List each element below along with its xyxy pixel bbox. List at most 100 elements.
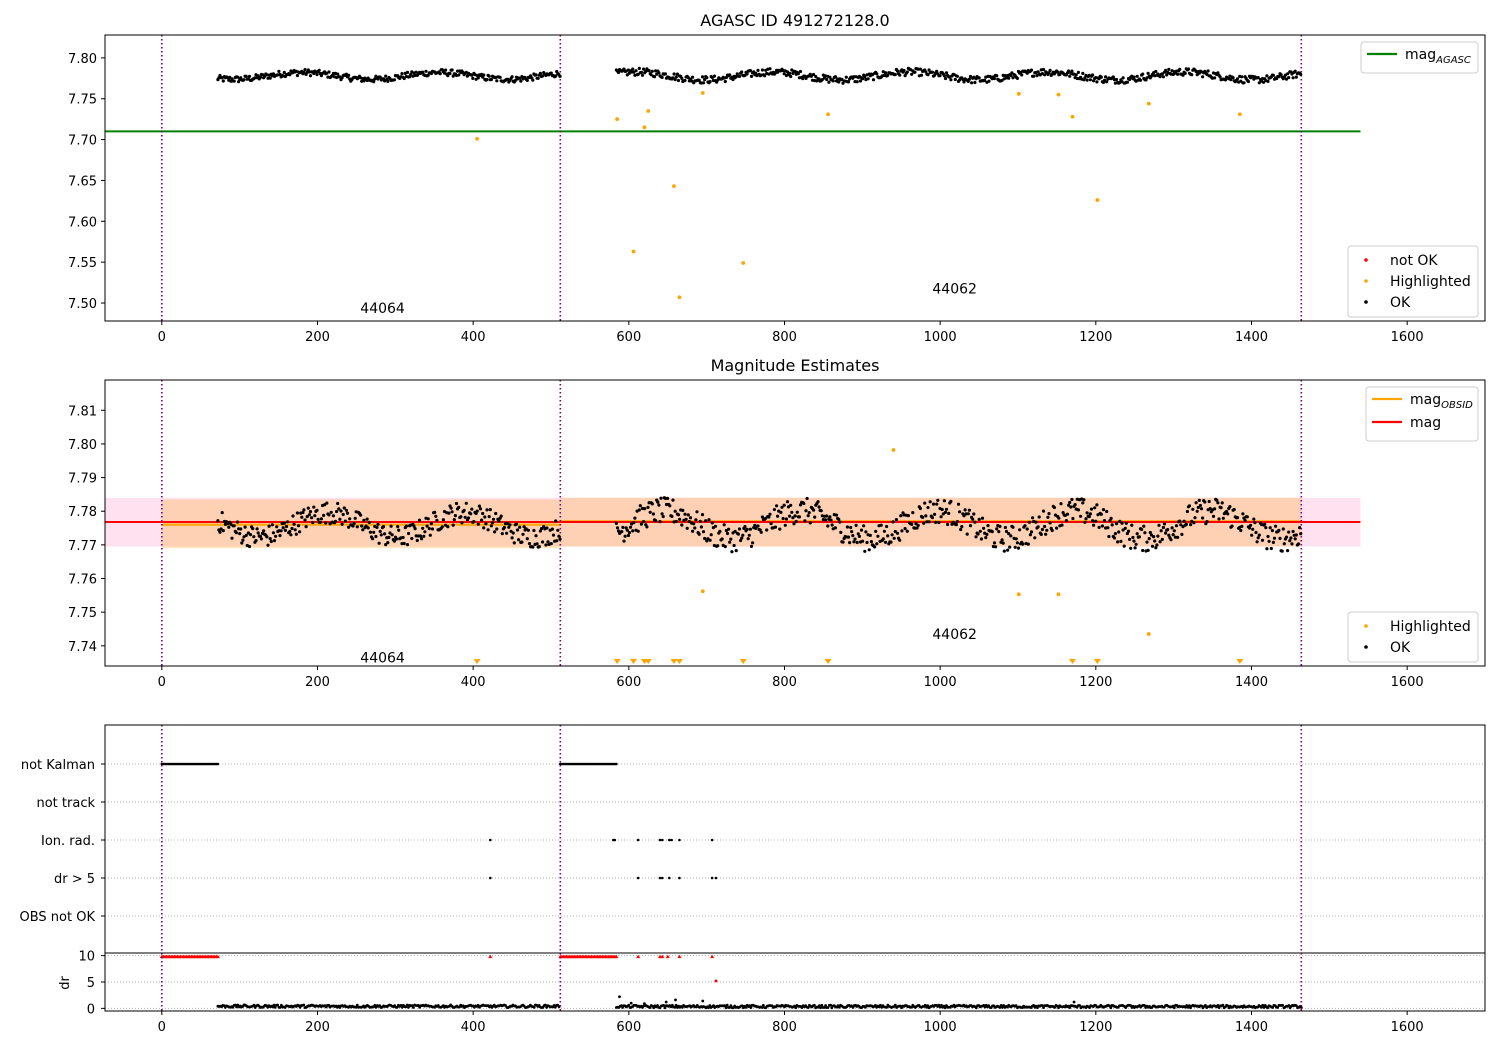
ok-point: [267, 524, 271, 528]
ok-point: [686, 513, 690, 517]
ok-point: [1187, 504, 1192, 508]
ok-point: [652, 75, 657, 79]
legend-point-label: Highlighted: [1390, 274, 1471, 290]
ok-point: [402, 76, 406, 81]
obsid-label: 44064: [360, 301, 405, 317]
ok-point: [1148, 530, 1152, 535]
ok-point: [697, 78, 701, 82]
ok-point: [720, 537, 724, 541]
ok-point: [737, 527, 742, 531]
dr-ok-point: [407, 1006, 410, 1009]
ok-point: [1082, 498, 1086, 502]
ok-point: [1039, 532, 1043, 537]
flag-point: [714, 876, 718, 880]
ok-point: [500, 532, 504, 536]
highlighted-point: [891, 448, 896, 452]
ok-point: [1113, 532, 1117, 536]
obsid-label: 44064: [360, 651, 405, 667]
ok-point: [1256, 76, 1260, 80]
ok-point: [279, 529, 283, 533]
ok-point: [910, 522, 914, 527]
ok-point: [512, 541, 516, 545]
ok-point: [347, 73, 351, 77]
dr-ok-point: [1172, 1006, 1176, 1010]
ok-point: [695, 510, 699, 514]
ok-point: [756, 524, 760, 528]
ok-point: [1290, 542, 1294, 546]
ok-point: [281, 526, 285, 530]
ok-point: [1142, 524, 1146, 528]
ok-point: [846, 80, 851, 84]
ok-point: [933, 73, 937, 77]
dr-ok-point: [1276, 1006, 1279, 1009]
ok-point: [959, 527, 963, 532]
dr-clipped-marker: [665, 954, 670, 959]
ok-point: [470, 73, 474, 77]
ok-point: [269, 539, 273, 544]
ok-point: [405, 70, 410, 74]
ok-point: [1280, 549, 1284, 553]
ok-point: [340, 522, 344, 526]
ok-point: [804, 509, 808, 513]
ok-point: [1197, 498, 1201, 502]
ok-point: [621, 525, 625, 530]
ok-point: [1036, 525, 1040, 529]
ok-point: [268, 537, 272, 541]
ok-point: [1025, 527, 1029, 531]
dr-ok-point: [1221, 1003, 1225, 1007]
ok-point: [1045, 528, 1049, 532]
ok-point: [428, 533, 432, 537]
legend-point-label: Highlighted: [1390, 619, 1471, 635]
ok-point: [703, 536, 707, 541]
flag-row-label: Ion. rad.: [41, 834, 95, 849]
ok-point: [342, 506, 346, 510]
ok-point: [247, 544, 252, 549]
legend-point-label: not OK: [1390, 253, 1438, 269]
highlighted-point: [1146, 632, 1151, 636]
ok-point: [1154, 546, 1158, 550]
ok-point: [637, 66, 641, 70]
ok-point: [426, 73, 430, 77]
ok-point: [1044, 532, 1048, 536]
dr-ok-point: [998, 1006, 1002, 1009]
ok-point: [1216, 501, 1220, 505]
ok-point: [1186, 67, 1191, 71]
ok-point: [622, 539, 626, 543]
ok-point: [1070, 497, 1074, 502]
panel3-lines: [161, 725, 1303, 1011]
ok-point: [1247, 526, 1252, 530]
ok-point: [858, 79, 863, 83]
ok-point: [1213, 76, 1217, 80]
ok-point: [1057, 516, 1061, 520]
ok-point: [732, 543, 736, 548]
ok-point: [883, 540, 888, 544]
ok-point: [282, 70, 286, 75]
y-tick-label: 7.79: [68, 472, 97, 487]
ok-point: [976, 532, 980, 536]
ok-point: [374, 534, 378, 539]
ok-point: [992, 541, 997, 545]
ok-point: [1201, 516, 1205, 520]
ok-point: [323, 503, 327, 507]
ok-point: [426, 517, 430, 521]
ok-point: [1230, 524, 1234, 528]
ok-point: [1094, 519, 1098, 523]
ok-point: [928, 500, 932, 504]
ok-point: [527, 542, 532, 546]
panel1-legend-lines: magAGASC: [1360, 41, 1479, 74]
ok-point: [1225, 509, 1229, 514]
ok-point: [1260, 538, 1265, 542]
ok-point: [541, 540, 545, 544]
ok-point: [1061, 510, 1065, 515]
ok-point: [1016, 546, 1021, 550]
ok-point: [361, 528, 365, 532]
ok-point: [1085, 78, 1089, 82]
ok-point: [235, 75, 240, 79]
ok-point: [670, 514, 674, 519]
ok-point: [768, 67, 772, 71]
ok-point: [1228, 505, 1232, 509]
ok-point: [817, 505, 821, 509]
ok-point: [371, 537, 375, 541]
flag-point: [615, 762, 618, 766]
legend-line-label: magAGASC: [1405, 47, 1471, 66]
